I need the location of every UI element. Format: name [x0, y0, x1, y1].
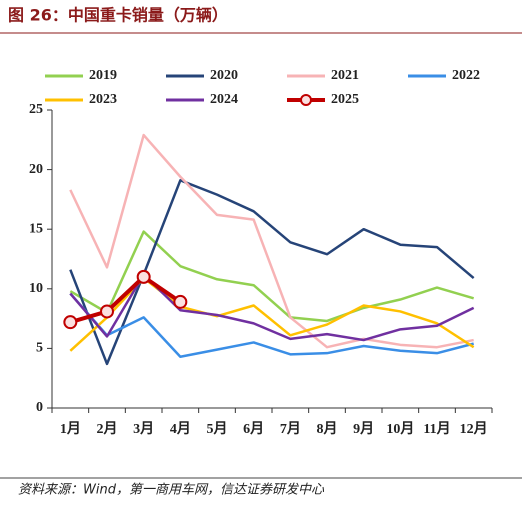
x-tick-label: 6月: [243, 421, 264, 437]
legend-marker: [300, 94, 312, 106]
x-tick-label: 8月: [317, 421, 338, 437]
y-tick-label: 25: [29, 102, 43, 117]
y-tick-label: 0: [36, 400, 43, 415]
y-tick-label: 15: [29, 221, 43, 236]
x-tick-label: 5月: [207, 421, 228, 437]
y-tick-label: 10: [29, 281, 43, 296]
legend-label: 2023: [89, 92, 117, 107]
legend-label: 2019: [89, 68, 117, 83]
series-line: [69, 292, 474, 358]
legend-label: 2025: [331, 92, 359, 107]
series-line: [69, 230, 475, 323]
point-marker: [136, 269, 151, 284]
x-tick-label: 9月: [353, 421, 374, 437]
series-line: [69, 274, 182, 325]
x-tick-label: 4月: [170, 421, 191, 437]
legend-label: 2020: [210, 68, 238, 83]
chart-title: 图 26：中国重卡销量（万辆）: [8, 6, 228, 25]
point-marker: [100, 304, 114, 319]
x-tick-label: 7月: [280, 421, 301, 437]
source-note: 资料来源：Wind，第一商用车网，信达证券研发中心: [18, 483, 325, 498]
legend-label: 2024: [210, 92, 238, 107]
series-line: [69, 133, 474, 349]
y-tick-label: 5: [36, 341, 43, 356]
x-tick-label: 10月: [386, 421, 414, 437]
y-tick-label: 20: [29, 162, 43, 177]
point-marker: [63, 315, 78, 330]
legend-label: 2022: [452, 68, 480, 83]
series-line: [69, 179, 475, 366]
x-tick-label: 3月: [133, 421, 154, 437]
x-tick-label: 11月: [423, 421, 450, 437]
legend-label: 2021: [331, 68, 359, 83]
x-tick-label: 1月: [60, 421, 81, 437]
x-tick-label: 12月: [460, 421, 488, 437]
point-marker: [173, 294, 188, 309]
x-tick-label: 2月: [97, 421, 118, 437]
